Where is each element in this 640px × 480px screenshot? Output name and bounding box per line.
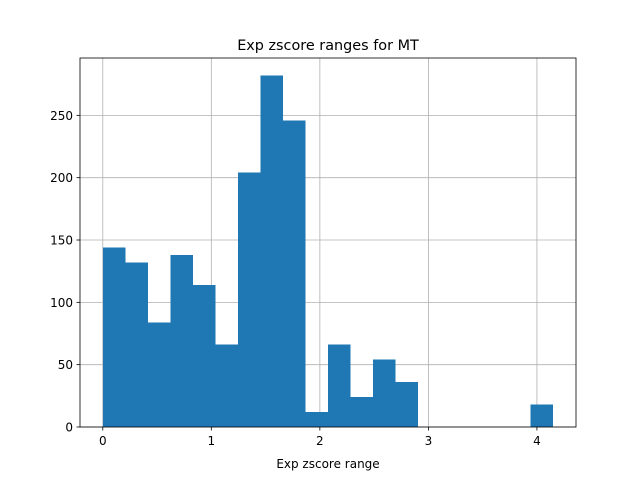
y-tick-label: 250 [50, 109, 73, 123]
histogram-bar [350, 397, 374, 427]
x-tick-label: 0 [99, 434, 107, 448]
histogram-bar [530, 404, 554, 427]
histogram-bar [102, 247, 126, 427]
x-tick-label: 4 [533, 434, 541, 448]
histogram-bar [373, 359, 396, 427]
y-tick-label: 200 [50, 171, 73, 185]
y-tick-label: 50 [58, 358, 73, 372]
histogram-bar [260, 75, 283, 428]
histogram-bar [170, 254, 193, 427]
histogram-bar [147, 322, 171, 427]
histogram-bar [237, 172, 261, 427]
histogram-bars [102, 75, 554, 428]
x-axis-label: Exp zscore range [276, 457, 379, 471]
histogram-bar [282, 120, 306, 427]
histogram-bar [395, 382, 419, 427]
x-tick-label: 3 [425, 434, 433, 448]
axis-ticks: 0 1 2 3 4 0 50 100 150 200 250 [50, 109, 541, 448]
histogram-bar [192, 284, 216, 427]
chart-title: Exp zscore ranges for MT [237, 38, 419, 54]
histogram-bar [305, 412, 328, 427]
y-tick-label: 100 [50, 296, 73, 310]
histogram-bar [125, 262, 148, 427]
x-tick-label: 1 [208, 434, 216, 448]
y-tick-label: 0 [65, 421, 73, 435]
x-tick-label: 2 [316, 434, 324, 448]
plot-frame [79, 57, 577, 428]
histogram-bar [328, 344, 351, 427]
y-tick-label: 150 [50, 234, 73, 248]
histogram-bar [215, 344, 238, 427]
